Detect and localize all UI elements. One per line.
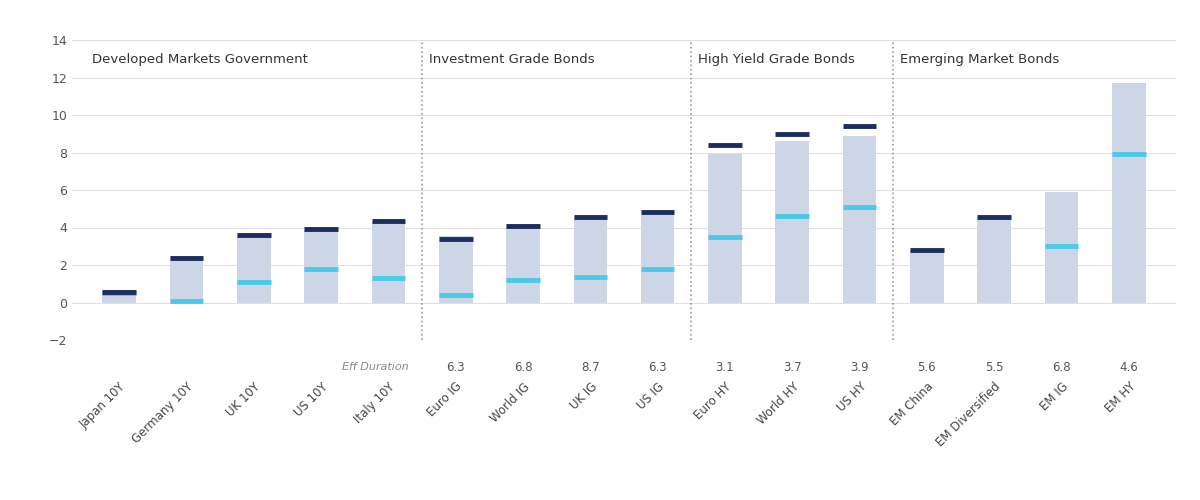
Text: 6.8: 6.8: [514, 361, 533, 374]
Bar: [574, 216, 607, 302]
Text: World HY: World HY: [755, 380, 802, 427]
Text: EM Diversified: EM Diversified: [935, 380, 1003, 449]
Bar: [236, 233, 270, 302]
Text: 6.8: 6.8: [1052, 361, 1070, 374]
Bar: [708, 154, 742, 302]
Text: Developed Markets Government: Developed Markets Government: [92, 53, 308, 66]
Text: High Yield Grade Bonds: High Yield Grade Bonds: [698, 53, 854, 66]
Text: Emerging Market Bonds: Emerging Market Bonds: [900, 53, 1060, 66]
Text: US IG: US IG: [635, 380, 667, 412]
Bar: [1045, 192, 1079, 302]
Bar: [978, 218, 1012, 302]
Text: 3.1: 3.1: [715, 361, 734, 374]
Text: World IG: World IG: [487, 380, 533, 424]
Text: EM HY: EM HY: [1103, 380, 1138, 416]
Bar: [775, 141, 809, 302]
Text: Italy 10Y: Italy 10Y: [352, 380, 397, 426]
Text: 3.7: 3.7: [782, 361, 802, 374]
Bar: [1112, 83, 1146, 302]
Bar: [439, 236, 473, 302]
Bar: [169, 256, 203, 302]
Bar: [506, 224, 540, 302]
Text: Germany 10Y: Germany 10Y: [130, 380, 196, 446]
Text: 8.7: 8.7: [581, 361, 600, 374]
Text: US 10Y: US 10Y: [292, 380, 330, 418]
Text: 4.6: 4.6: [1120, 361, 1139, 374]
Text: 5.6: 5.6: [918, 361, 936, 374]
Text: Euro HY: Euro HY: [692, 380, 734, 422]
Bar: [910, 250, 943, 302]
Bar: [641, 212, 674, 302]
Text: Eff Duration: Eff Duration: [342, 362, 408, 372]
Text: Japan 10Y: Japan 10Y: [78, 380, 128, 430]
Bar: [102, 290, 136, 302]
Bar: [372, 222, 406, 302]
Text: UK 10Y: UK 10Y: [224, 380, 263, 419]
Text: 5.5: 5.5: [985, 361, 1003, 374]
Text: EM IG: EM IG: [1038, 380, 1070, 413]
Text: 6.3: 6.3: [446, 361, 466, 374]
Text: 6.3: 6.3: [648, 361, 667, 374]
Bar: [842, 136, 876, 302]
Text: UK IG: UK IG: [568, 380, 600, 412]
Text: EM China: EM China: [888, 380, 936, 428]
Text: US HY: US HY: [834, 380, 869, 414]
Text: 3.9: 3.9: [851, 361, 869, 374]
Text: Investment Grade Bonds: Investment Grade Bonds: [428, 53, 594, 66]
Bar: [305, 230, 338, 302]
Text: Euro IG: Euro IG: [425, 380, 464, 420]
